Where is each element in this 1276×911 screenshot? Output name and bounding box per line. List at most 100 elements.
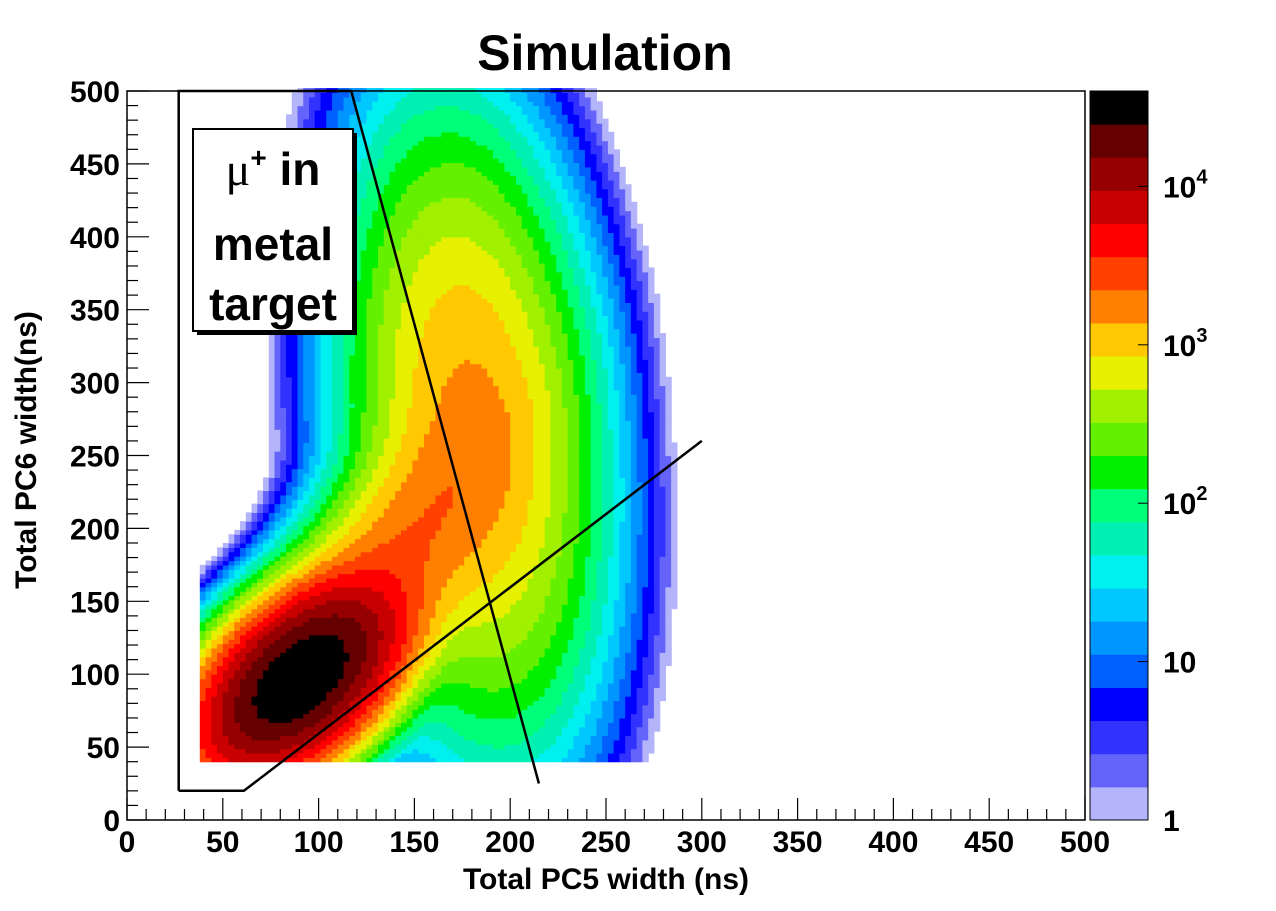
heatmap-cell — [303, 455, 310, 461]
heatmap-cell — [263, 577, 270, 583]
heatmap-cell — [406, 503, 414, 509]
heatmap-cell — [211, 726, 218, 732]
heatmap-cell — [228, 538, 235, 544]
heatmap-cell — [423, 661, 431, 667]
heatmap-cell — [395, 201, 402, 207]
heatmap-cell — [389, 464, 396, 470]
heatmap-cell — [383, 372, 391, 378]
heatmap-cell — [395, 464, 402, 470]
heatmap-cell — [378, 731, 385, 737]
heatmap-cell — [355, 451, 362, 457]
heatmap-cell — [332, 608, 339, 614]
heatmap-cell — [343, 424, 350, 430]
heatmap-cell — [343, 333, 350, 338]
heatmap-cell — [395, 315, 402, 321]
heatmap-cell — [395, 442, 402, 448]
heatmap-cell — [217, 630, 224, 636]
heatmap-cell — [326, 687, 333, 693]
heatmap-cell — [228, 709, 235, 715]
heatmap-cell — [268, 538, 276, 544]
heatmap-cell — [314, 105, 322, 111]
heatmap-cell — [389, 612, 396, 618]
heatmap-cell — [360, 407, 368, 413]
heatmap-cell — [366, 109, 373, 115]
heatmap-cell — [332, 507, 339, 513]
heatmap-cell — [332, 722, 339, 728]
heatmap-cell — [337, 709, 345, 715]
heatmap-cell — [326, 109, 333, 115]
heatmap-cell — [383, 438, 391, 443]
heatmap-cell — [343, 455, 350, 461]
heatmap-cell — [240, 534, 247, 540]
heatmap-cell — [280, 403, 287, 408]
heatmap-cell — [378, 280, 385, 286]
heatmap-cell — [418, 398, 425, 404]
heatmap-cell — [343, 398, 350, 404]
heatmap-cell — [389, 319, 396, 325]
heatmap-cell — [360, 512, 368, 518]
heatmap-cell — [332, 350, 339, 356]
heatmap-cell — [245, 621, 253, 627]
heatmap-cell — [303, 717, 310, 723]
heatmap-cell — [395, 704, 402, 710]
heatmap-cell — [355, 582, 362, 588]
heatmap-cell — [360, 315, 368, 321]
heatmap-cell — [423, 429, 431, 435]
heatmap-cell — [406, 293, 414, 299]
heatmap-cell — [314, 647, 322, 653]
heatmap-cell — [400, 429, 408, 435]
heatmap-cell — [372, 429, 379, 435]
heatmap-cell — [320, 722, 327, 728]
heatmap-cell — [326, 604, 333, 610]
heatmap-cell — [326, 717, 333, 723]
heatmap-cell — [412, 529, 419, 535]
heatmap-cell — [257, 604, 264, 610]
heatmap-cell — [314, 564, 322, 570]
heatmap-cell — [332, 424, 339, 430]
heatmap-cell — [360, 577, 368, 583]
heatmap-cell — [343, 490, 350, 496]
heatmap-cell — [423, 538, 431, 544]
heatmap-cell — [372, 193, 379, 199]
heatmap-cell — [355, 542, 362, 548]
heatmap-cell — [412, 403, 419, 408]
heatmap-cell — [217, 569, 224, 575]
heatmap-cell — [389, 350, 396, 356]
heatmap-cell — [297, 700, 304, 706]
heatmap-cell — [234, 665, 241, 671]
heatmap-cell — [372, 223, 379, 229]
heatmap-cell — [423, 144, 431, 150]
heatmap-cell — [406, 398, 414, 404]
heatmap-cell — [205, 656, 212, 662]
heatmap-cell — [337, 573, 345, 579]
heatmap-cell — [378, 451, 385, 457]
heatmap-cell — [412, 206, 419, 212]
heatmap-cell — [263, 573, 270, 579]
heatmap-cell — [263, 591, 270, 597]
heatmap-cell — [383, 626, 391, 632]
heatmap-cell — [268, 385, 276, 391]
heatmap-cell — [320, 337, 327, 343]
heatmap-cell — [366, 210, 373, 216]
heatmap-cell — [326, 424, 333, 430]
heatmap-cell — [309, 739, 316, 745]
heatmap-cell — [412, 735, 419, 741]
heatmap-cell — [280, 389, 287, 395]
heatmap-cell — [349, 652, 356, 658]
heatmap-cell — [366, 328, 373, 334]
heatmap-cell — [366, 407, 373, 413]
heatmap-cell — [205, 735, 212, 741]
heatmap-cell — [418, 241, 425, 247]
heatmap-cell — [372, 700, 379, 706]
heatmap-cell — [245, 595, 253, 601]
heatmap-cell — [383, 368, 391, 373]
heatmap-cell — [378, 538, 385, 544]
heatmap-cell — [429, 459, 437, 465]
heatmap-cell — [199, 586, 207, 592]
heatmap-cell — [378, 757, 385, 763]
heatmap-cell — [423, 604, 431, 610]
heatmap-cell — [429, 665, 437, 671]
heatmap-cell — [418, 214, 425, 220]
heatmap-cell — [280, 687, 287, 693]
heatmap-cell — [389, 258, 396, 264]
